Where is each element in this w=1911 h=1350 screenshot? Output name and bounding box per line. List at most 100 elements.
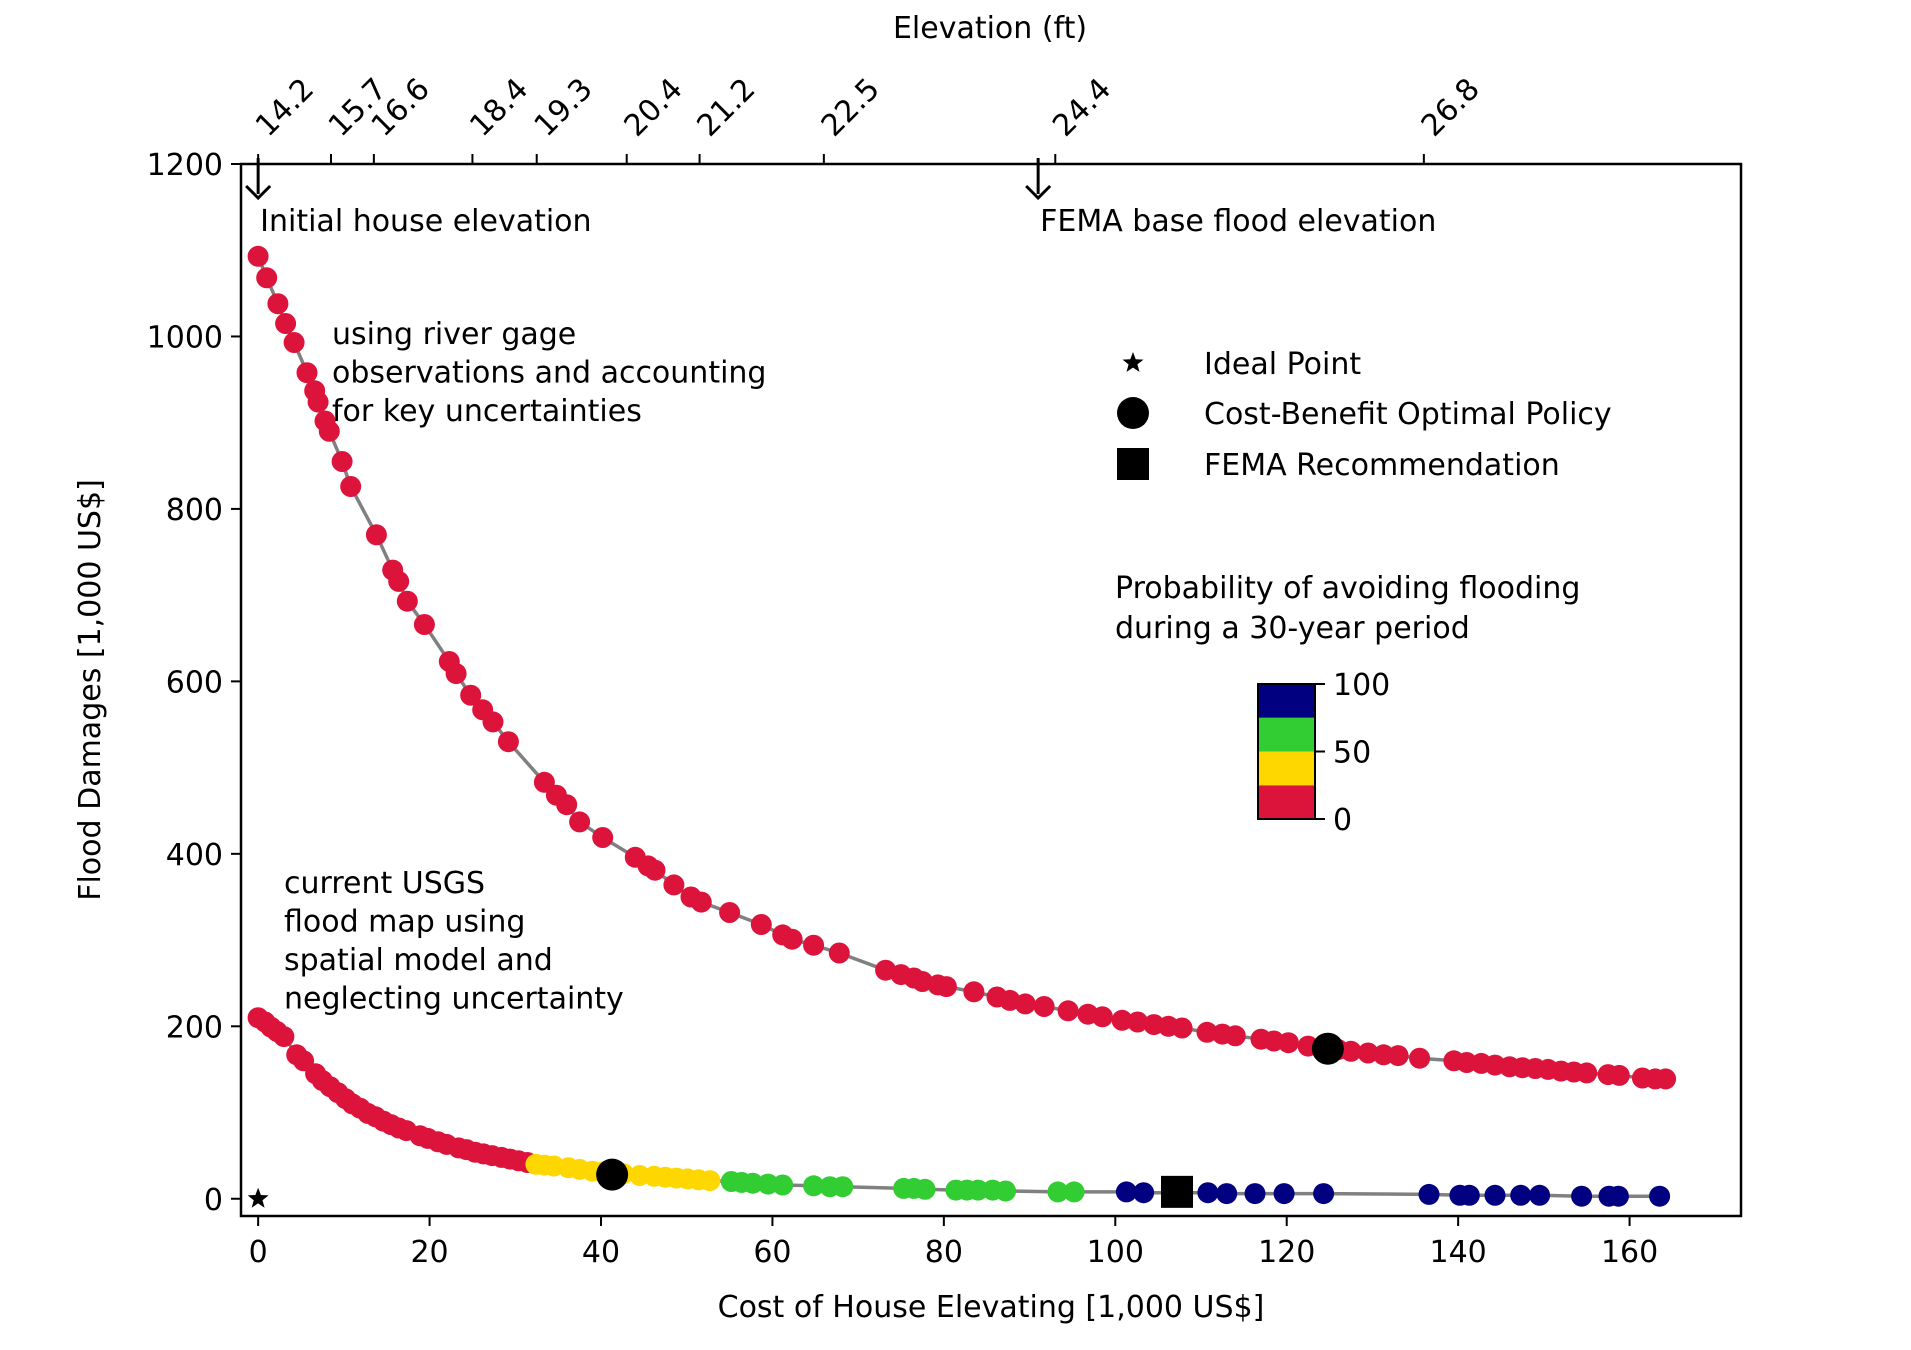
series-0-point <box>497 731 519 753</box>
series-0-point <box>482 711 504 733</box>
series-1-point <box>1571 1185 1593 1207</box>
series-1-point <box>995 1180 1017 1202</box>
series-0-point <box>1196 1021 1218 1043</box>
series-1-point <box>967 1179 989 1201</box>
series-1-point <box>742 1172 764 1194</box>
series-0-point <box>1340 1040 1362 1062</box>
colorbar-tick-label: 50 <box>1333 736 1371 771</box>
series-0-point <box>719 902 741 923</box>
x-tick-label: 160 <box>1601 1235 1658 1270</box>
colorbar-tick-label: 0 <box>1333 803 1352 838</box>
colorbar: Probability of avoiding flooding during … <box>1115 571 1580 838</box>
top-tick-label: 18.4 <box>463 72 535 144</box>
colorbar-segment <box>1258 785 1315 819</box>
series-0-point <box>460 684 482 706</box>
series-1-point <box>1115 1181 1137 1203</box>
series-0-point <box>256 267 278 289</box>
series-1-point <box>1197 1182 1219 1204</box>
series-0-point <box>1387 1045 1409 1067</box>
series-0-point <box>750 914 772 935</box>
colorbar-segment <box>1258 717 1315 752</box>
x-tick-label: 80 <box>925 1235 963 1270</box>
y-axis-label: Flood Damages [1,000 US$] <box>73 479 108 901</box>
top-tick-label: 19.3 <box>528 72 600 144</box>
colorbar-segment <box>1258 751 1315 786</box>
special-markers <box>247 1032 1344 1208</box>
series-1-line <box>257 1016 1660 1198</box>
ideal-point-marker <box>247 1187 269 1208</box>
series-0-point <box>396 590 418 612</box>
upper-curve-note: observations and accounting <box>332 356 766 391</box>
x-tick-label: 0 <box>249 1235 268 1270</box>
series-0-point <box>1224 1025 1246 1047</box>
cost-benefit-optimal-marker <box>1311 1032 1344 1065</box>
y-tick-label: 800 <box>166 493 223 528</box>
series-1-point <box>1216 1183 1238 1205</box>
series-1-point <box>1484 1184 1506 1206</box>
series-0-point <box>283 332 305 353</box>
series-1-point <box>1063 1181 1085 1203</box>
series-1-point <box>1273 1183 1295 1205</box>
series-1-point <box>1313 1183 1335 1205</box>
top-tick-label: 26.8 <box>1415 72 1487 144</box>
series-0-point <box>1357 1042 1379 1064</box>
fema_bfe-label: FEMA base flood elevation <box>1040 204 1436 239</box>
x-tick-label: 40 <box>582 1235 620 1270</box>
series-0-point <box>388 570 410 592</box>
upper-curve-note: using river gage <box>332 317 576 352</box>
series-1-point <box>1529 1184 1551 1206</box>
series-1-point <box>914 1178 936 1200</box>
series-0-point <box>365 524 387 546</box>
series-0-point <box>663 874 685 896</box>
top-tick-label: 24.4 <box>1046 72 1118 144</box>
y-tick-label: 400 <box>166 838 223 873</box>
series-0-point <box>331 451 353 472</box>
series-0-point <box>267 293 289 315</box>
y-tick-label: 200 <box>166 1010 223 1045</box>
series-0-point <box>296 362 318 384</box>
x-tick-label: 100 <box>1087 1235 1144 1270</box>
series-0-point <box>556 794 578 816</box>
series-0-point <box>307 391 329 413</box>
series-1-point <box>772 1174 794 1196</box>
legend-star-icon <box>1122 352 1144 372</box>
series-0-point <box>247 245 269 267</box>
cost-benefit-optimal-marker <box>596 1158 629 1191</box>
y-tick-label: 1000 <box>147 320 223 355</box>
colorbar-tick-label: 100 <box>1333 668 1390 703</box>
legend-circle-icon <box>1117 397 1149 429</box>
top-axis-label: Elevation (ft) <box>893 11 1087 46</box>
series-0-point <box>935 976 957 998</box>
data-points <box>247 245 1677 1207</box>
fema-recommendation-marker <box>1161 1175 1193 1208</box>
x-tick-label: 120 <box>1258 1235 1315 1270</box>
lower-curve-note: spatial model and <box>284 943 553 978</box>
upper-curve-note: for key uncertainties <box>332 394 642 429</box>
series-1-point <box>1510 1184 1532 1206</box>
series-1-point <box>803 1175 825 1197</box>
colorbar-title: Probability of avoiding flooding <box>1115 571 1580 606</box>
y-tick-label: 0 <box>204 1183 223 1218</box>
y-tick-label: 1200 <box>147 148 223 183</box>
series-1-point <box>1418 1183 1440 1205</box>
x-tick-label: 60 <box>753 1235 791 1270</box>
series-1-point <box>1133 1182 1155 1204</box>
series-0-point <box>1033 996 1055 1017</box>
colorbar-title: during a 30-year period <box>1115 611 1470 646</box>
series-0-point <box>1608 1064 1630 1086</box>
legend-label: Cost-Benefit Optimal Policy <box>1204 397 1612 432</box>
series-1-point <box>699 1170 721 1192</box>
series-0-point <box>445 663 467 685</box>
series-0-point <box>340 476 362 497</box>
fema_bfe-arrow-head <box>1025 184 1052 201</box>
series-0-point <box>1127 1011 1149 1033</box>
series-1-point <box>1607 1185 1629 1207</box>
series-0-point <box>318 420 340 442</box>
series-1-point <box>273 1026 295 1048</box>
plot-frame <box>239 162 1743 1218</box>
series-0-point <box>569 811 591 833</box>
top-tick-label: 22.5 <box>815 72 887 144</box>
series-0-point <box>1057 1000 1079 1022</box>
top-tick-label: 21.2 <box>690 72 762 144</box>
series-0-point <box>781 928 803 950</box>
